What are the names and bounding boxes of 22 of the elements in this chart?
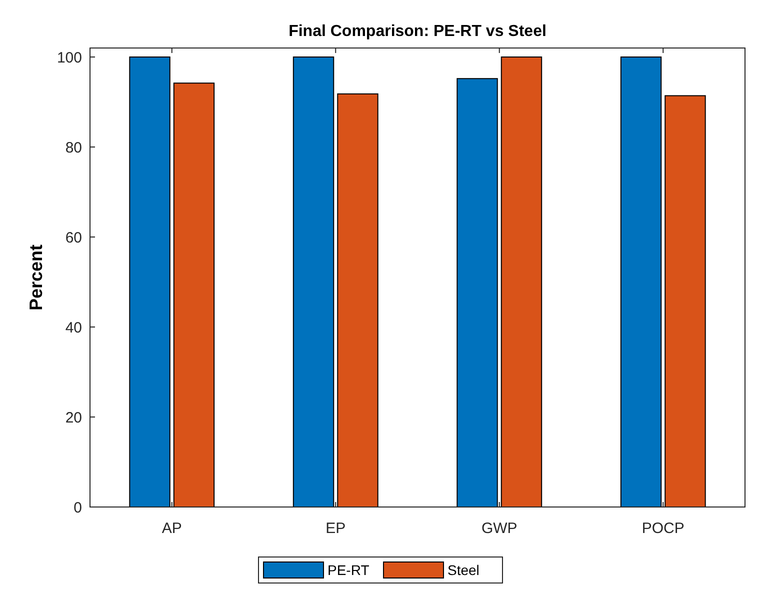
bar <box>620 56 662 508</box>
y-tick-label: 100 <box>56 49 82 66</box>
y-tick-label: 40 <box>65 319 82 336</box>
x-tick-label: EP <box>326 520 346 537</box>
bar <box>129 56 170 508</box>
x-tick-label: GWP <box>481 520 518 537</box>
y-tick-label: 20 <box>65 409 82 426</box>
bar <box>173 82 215 508</box>
x-tick-label: POCP <box>642 520 684 537</box>
bar <box>456 78 498 508</box>
legend-label: Steel <box>448 562 480 578</box>
y-tick-label: 60 <box>65 229 82 246</box>
chart-title: Final Comparison: PE-RT vs Steel <box>288 23 546 40</box>
bar <box>292 56 334 508</box>
y-tick-label: 80 <box>65 139 82 156</box>
bar <box>500 56 542 508</box>
y-axis-title: Percent <box>26 244 46 311</box>
y-tick-label: 0 <box>74 499 82 516</box>
bar <box>664 95 706 508</box>
legend-label: PE-RT <box>328 562 370 578</box>
x-tick-label: AP <box>162 520 182 537</box>
bar <box>337 93 378 508</box>
